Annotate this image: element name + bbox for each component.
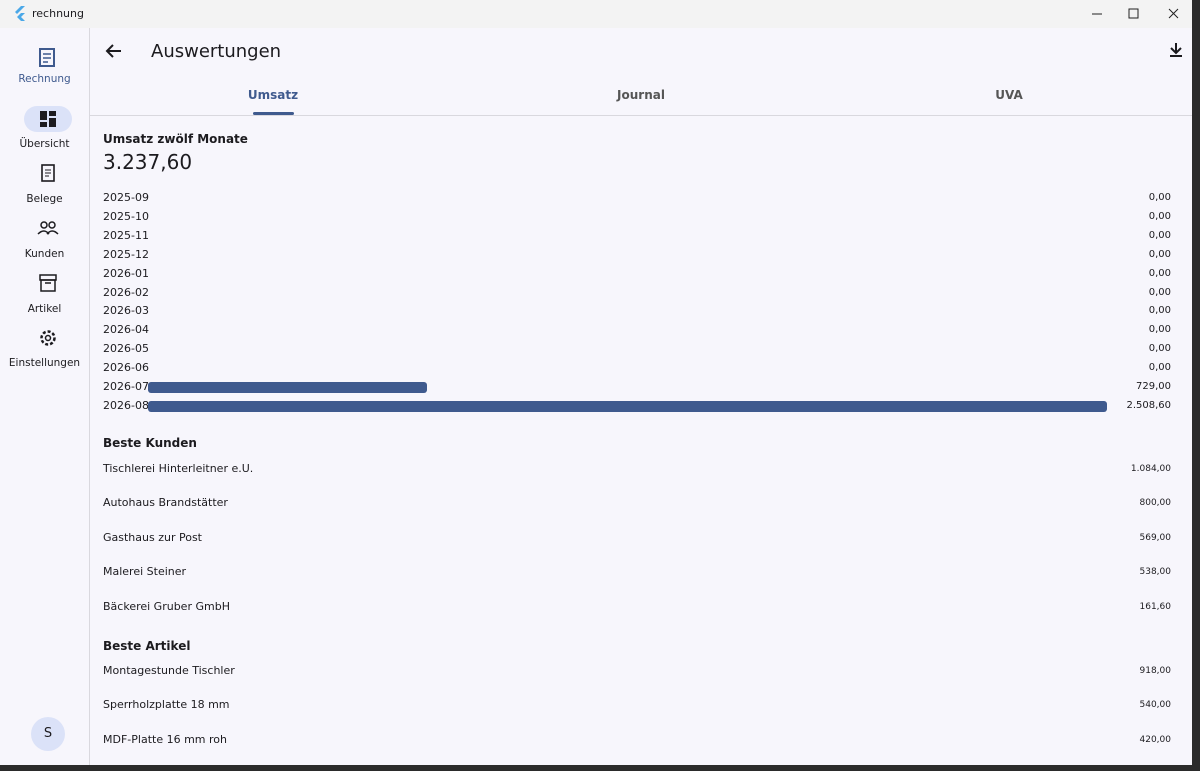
- list-amount: 161,60: [1139, 601, 1172, 612]
- nav-item[interactable]: Artikel: [27, 303, 62, 315]
- nav-rail: Rechnung Übersicht Belege Kunden Artikel…: [0, 28, 90, 765]
- page-title: Auswertungen: [151, 41, 282, 62]
- revenue-bar: [148, 400, 1107, 412]
- nav-item[interactable]: Einstellungen: [8, 357, 81, 369]
- dashboard-icon: [40, 111, 56, 127]
- month-amount: 729,00: [1136, 381, 1171, 392]
- month-amount: 0,00: [1148, 229, 1171, 241]
- list-name[interactable]: Gasthaus zur Post: [103, 530, 202, 544]
- list-amount: 538,00: [1139, 567, 1172, 578]
- window-title: rechnung: [32, 7, 84, 20]
- month-label: 2025-09: [103, 191, 149, 204]
- month-amount: 0,00: [1148, 343, 1171, 355]
- brand-icon: [39, 48, 55, 67]
- month-label: 2026-08: [103, 398, 149, 412]
- month-amount: 0,00: [1148, 267, 1171, 279]
- section-title: Beste Artikel: [103, 639, 191, 653]
- app-icon: [15, 6, 25, 21]
- total: 3.237,60: [103, 150, 193, 174]
- month-label: 2026-06: [103, 361, 149, 375]
- archive-icon: [39, 274, 57, 292]
- nav-item[interactable]: Kunden: [24, 248, 65, 260]
- tab[interactable]: Journal: [617, 88, 665, 102]
- month-label: 2026-02: [103, 285, 149, 299]
- list-name[interactable]: Sperrholzplatte 18 mm: [103, 698, 230, 712]
- avatar[interactable]: S: [31, 717, 65, 751]
- download-button[interactable]: [1168, 42, 1184, 58]
- month-amount: 0,00: [1148, 305, 1171, 317]
- month-amount: 2.508,60: [1126, 399, 1171, 411]
- list-name[interactable]: Malerei Steiner: [103, 565, 187, 579]
- tab[interactable]: UVA: [995, 88, 1023, 102]
- list-amount: 918,00: [1139, 666, 1172, 676]
- title-bar: rechnung: [0, 0, 1192, 28]
- month-label: 2026-07: [103, 380, 149, 393]
- month-label: 2025-10: [103, 209, 149, 223]
- list-name[interactable]: Tischlerei Hinterleitner e.U.: [103, 462, 254, 475]
- list-amount: 420,00: [1139, 734, 1172, 745]
- month-label: 2025-11: [103, 228, 149, 242]
- tab-divider: [89, 115, 1192, 116]
- month-label: 2026-03: [103, 304, 149, 318]
- month-label: 2026-01: [103, 266, 149, 280]
- people-icon: [37, 221, 59, 235]
- brand-label[interactable]: Rechnung: [18, 73, 71, 85]
- section-title: Beste Kunden: [103, 436, 197, 450]
- list-name[interactable]: MDF-Platte 16 mm roh: [103, 732, 227, 746]
- list-amount: 540,00: [1139, 700, 1172, 711]
- list-amount: 569,00: [1139, 532, 1172, 543]
- nav-item[interactable]: Belege: [26, 193, 63, 205]
- month-amount: 0,00: [1148, 324, 1171, 336]
- tab[interactable]: Umsatz: [247, 88, 299, 102]
- month-label: 2026-04: [103, 323, 149, 337]
- receipt-icon: [41, 164, 55, 182]
- month-amount: 0,00: [1148, 210, 1171, 222]
- revenue-bar: [148, 382, 427, 393]
- settings-icon: [40, 330, 56, 346]
- nav-item[interactable]: Übersicht: [19, 138, 70, 150]
- selected-indicator: [24, 106, 72, 132]
- window-controls[interactable]: [1082, 0, 1192, 28]
- list-name[interactable]: Montagestunde Tischler: [103, 664, 235, 677]
- month-amount: 0,00: [1148, 362, 1171, 374]
- month-amount: 0,00: [1148, 286, 1171, 298]
- month-amount: 0,00: [1148, 192, 1171, 203]
- month-amount: 0,00: [1148, 248, 1171, 260]
- section-title: Umsatz zwölf Monate: [103, 132, 248, 146]
- list-amount: 800,00: [1139, 498, 1172, 509]
- list-name[interactable]: Bäckerei Gruber GmbH: [103, 599, 230, 613]
- tab-indicator: [253, 112, 294, 115]
- list-amount: 1.084,00: [1130, 464, 1171, 474]
- back-button[interactable]: [105, 43, 123, 59]
- list-name[interactable]: Autohaus Brandstätter: [103, 496, 228, 510]
- month-label: 2026-05: [103, 342, 149, 356]
- month-label: 2025-12: [103, 247, 149, 261]
